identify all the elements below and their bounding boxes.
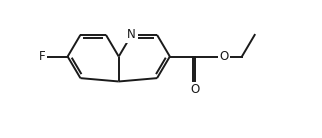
Text: F: F bbox=[39, 50, 45, 63]
Text: O: O bbox=[191, 83, 200, 96]
Text: N: N bbox=[127, 28, 136, 41]
Text: O: O bbox=[219, 50, 229, 63]
